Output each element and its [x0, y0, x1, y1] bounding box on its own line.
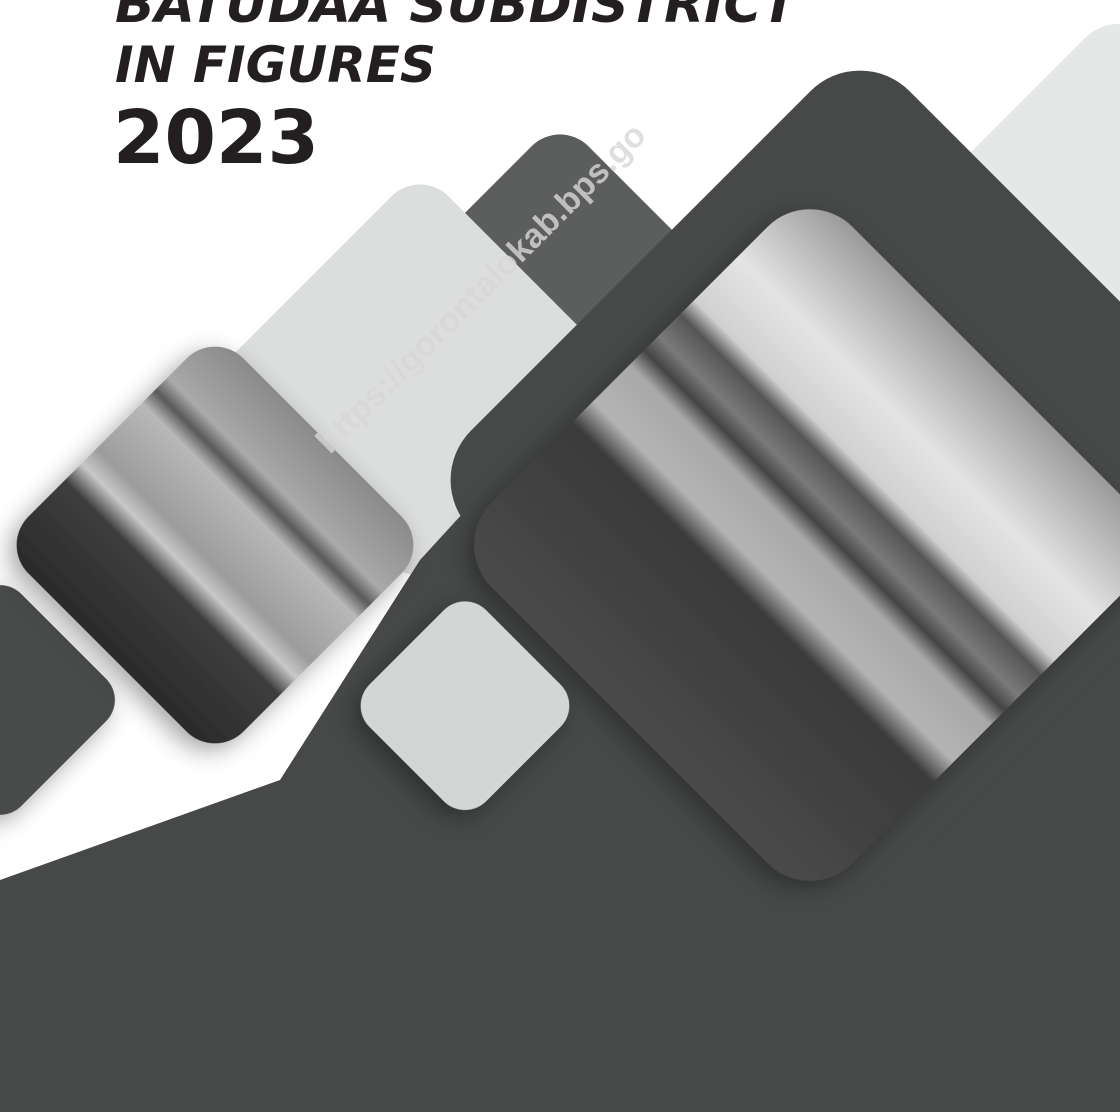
title-line-1: BATUDAA SUBDISTRICT — [115, 0, 801, 35]
cover: https://gorontalokab.bps.go BATUDAA SUBD… — [0, 0, 1120, 1112]
year: 2023 — [113, 95, 319, 181]
title-line-2: IN FIGURES — [115, 36, 436, 94]
